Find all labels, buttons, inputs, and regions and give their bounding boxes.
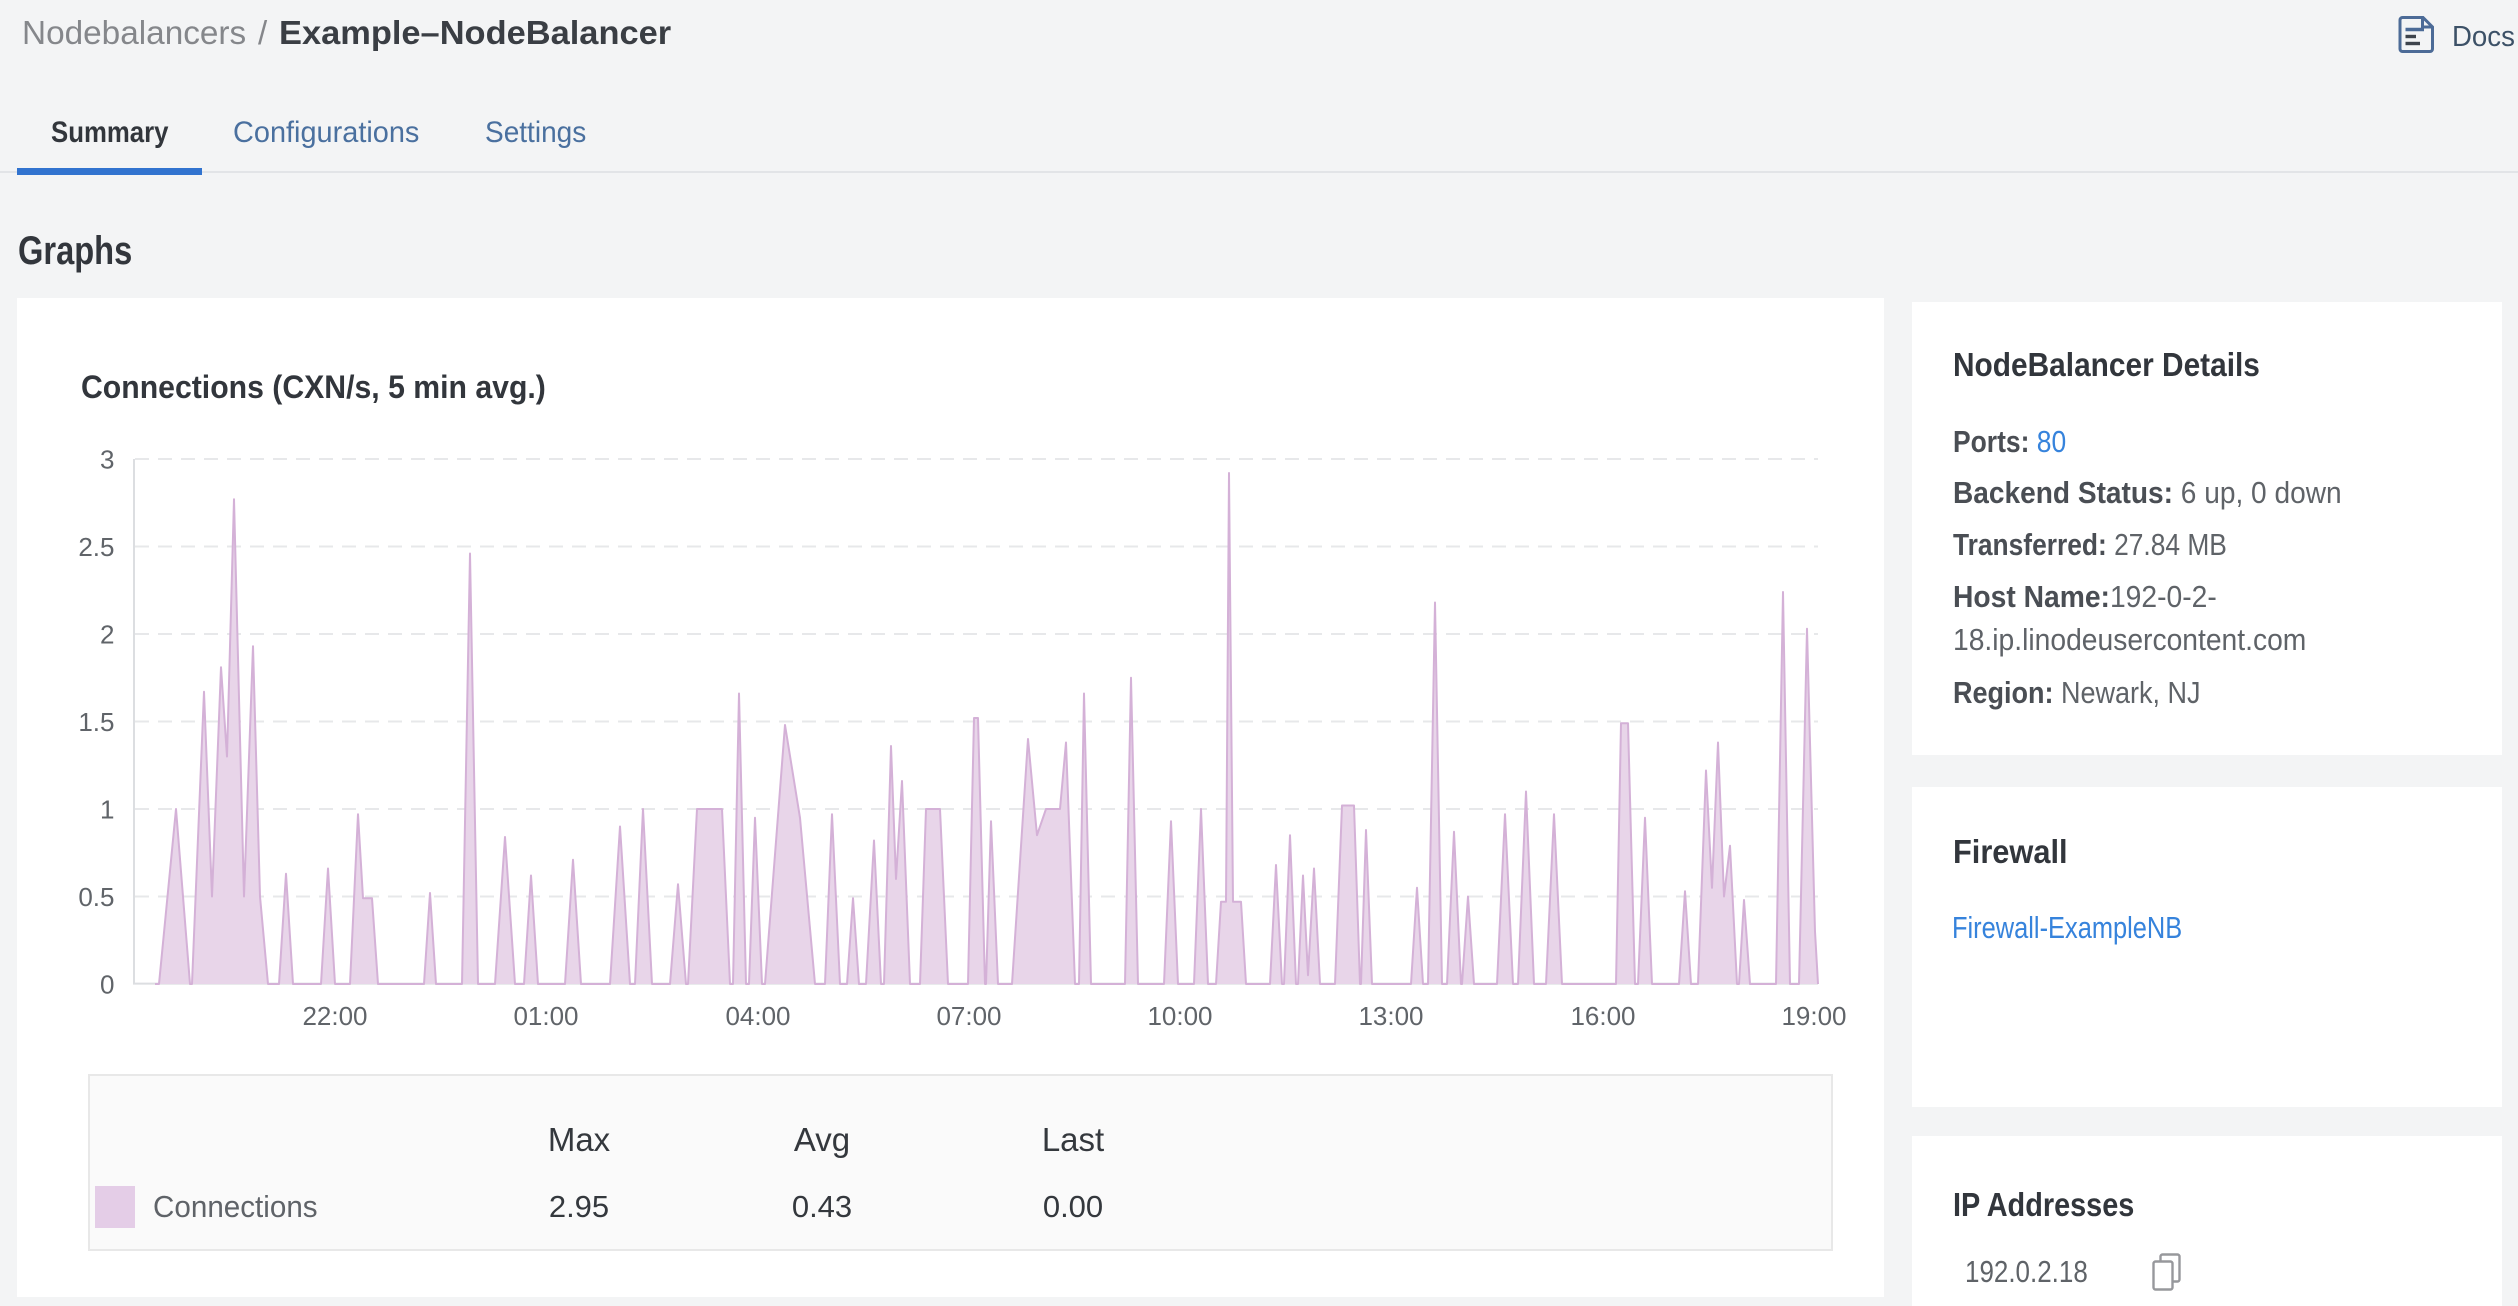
svg-text:04:00: 04:00 xyxy=(725,1001,790,1031)
svg-text:2: 2 xyxy=(100,620,114,650)
svg-text:1.5: 1.5 xyxy=(78,707,114,737)
svg-text:07:00: 07:00 xyxy=(936,1001,1001,1031)
svg-text:1: 1 xyxy=(100,795,114,825)
svg-text:0: 0 xyxy=(100,970,114,1000)
svg-text:2.5: 2.5 xyxy=(78,532,114,562)
svg-text:10:00: 10:00 xyxy=(1147,1001,1212,1031)
svg-text:01:00: 01:00 xyxy=(513,1001,578,1031)
svg-text:13:00: 13:00 xyxy=(1358,1001,1423,1031)
svg-text:16:00: 16:00 xyxy=(1570,1001,1635,1031)
svg-text:22:00: 22:00 xyxy=(302,1001,367,1031)
svg-text:19:00: 19:00 xyxy=(1781,1001,1846,1031)
svg-text:0.5: 0.5 xyxy=(78,882,114,912)
svg-text:3: 3 xyxy=(100,445,114,475)
